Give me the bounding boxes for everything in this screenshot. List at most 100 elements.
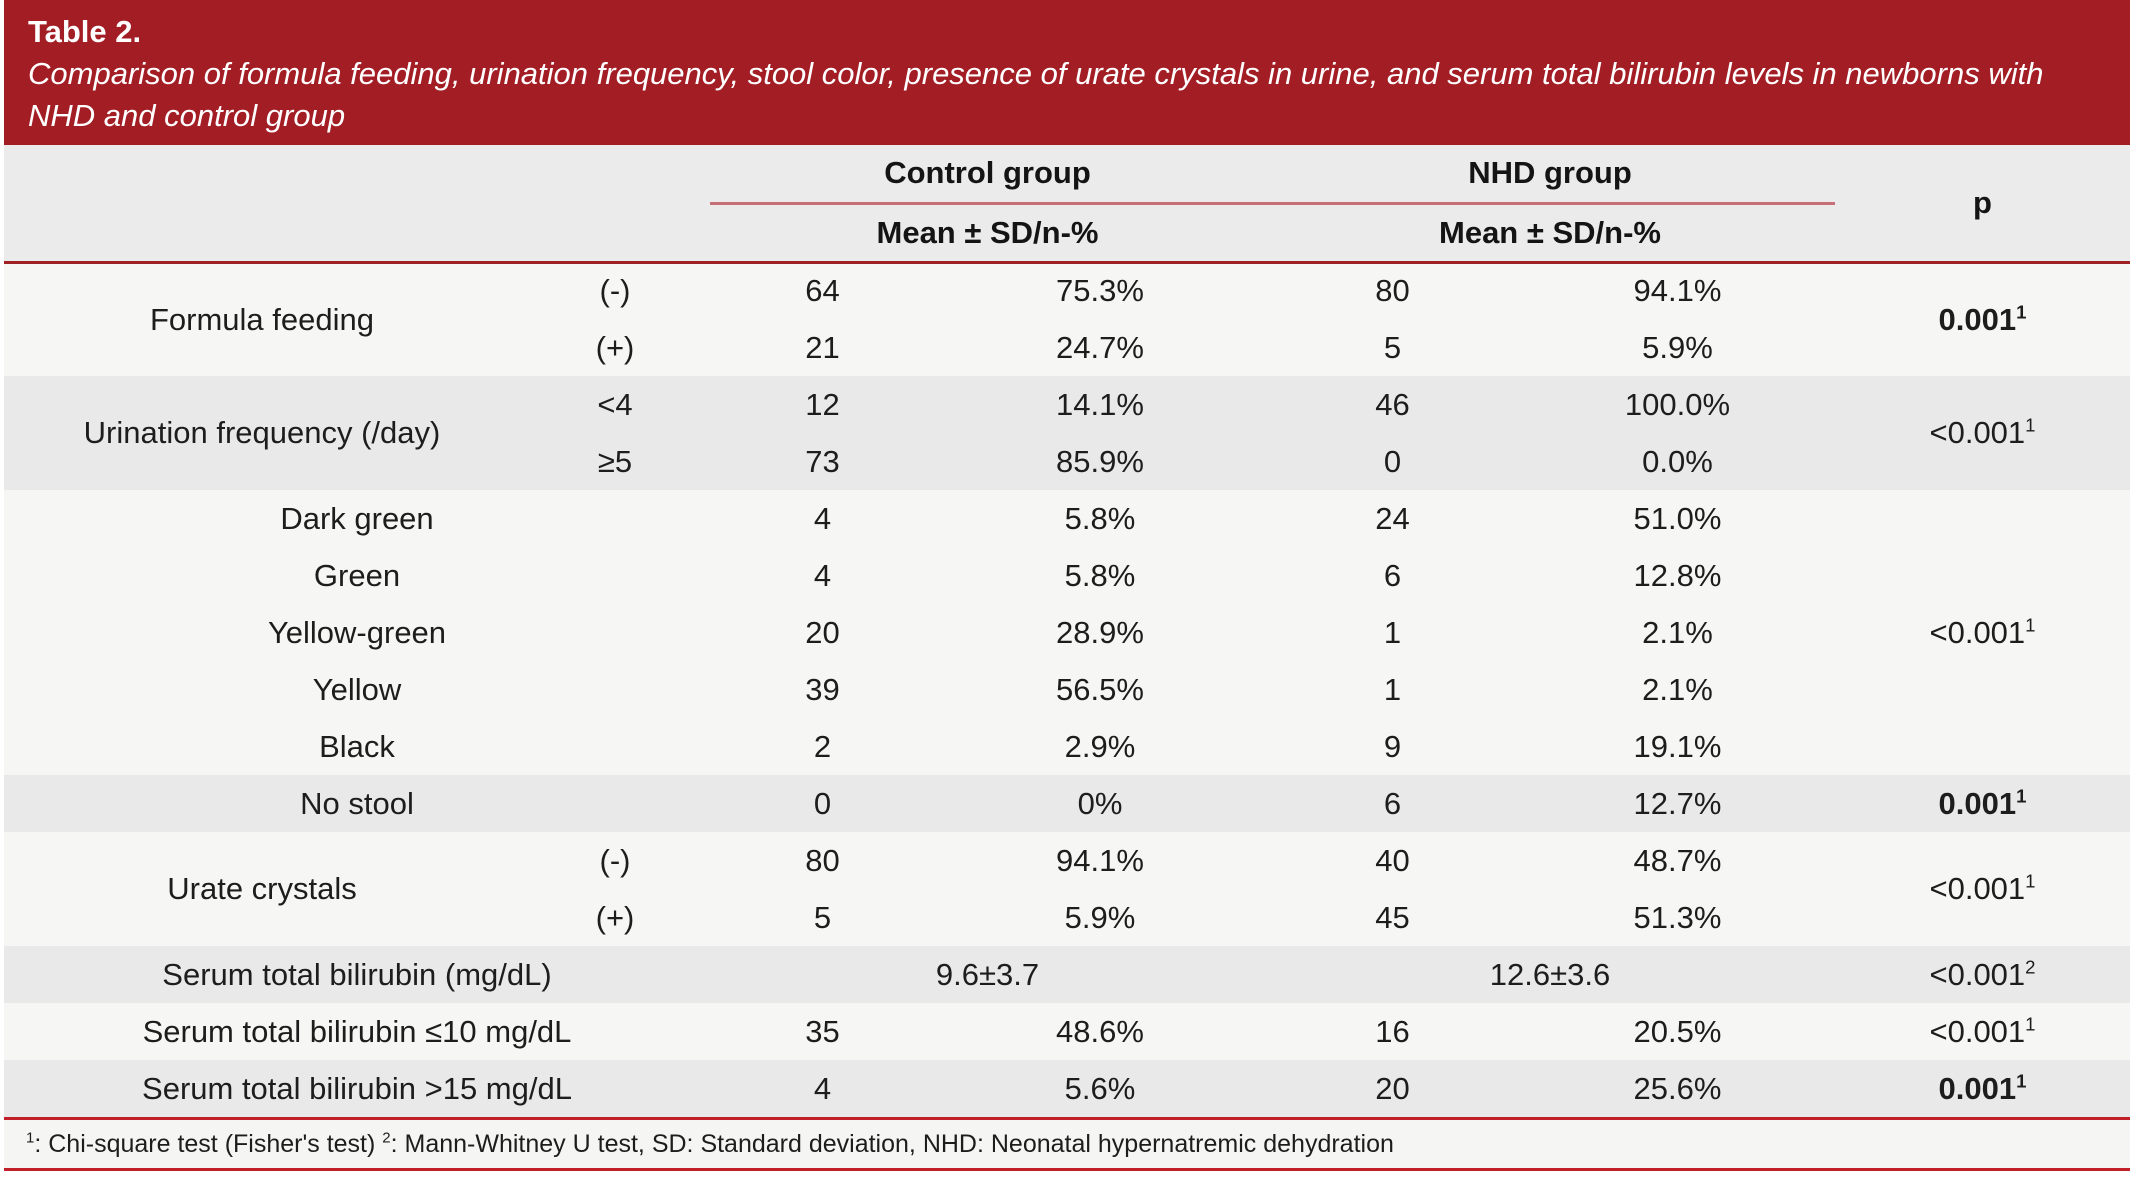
nhd-n-cell: 6: [1383, 557, 1402, 593]
comparison-table: Control group NHD group p Mean ± SD/n-% …: [4, 145, 2130, 1117]
table-number: Table 2.: [28, 14, 142, 49]
p-value-superscript: 2: [2025, 956, 2036, 978]
row-label-yellow: Yellow: [312, 671, 402, 707]
control-pct-cell: 94.1%: [1056, 842, 1144, 878]
control-pct-cell: 85.9%: [1056, 443, 1144, 479]
header-spacer: [4, 145, 710, 203]
category-cell: ≥5: [597, 443, 633, 479]
p-value-text: <0.001: [1929, 871, 2026, 906]
control-subheader: Mean ± SD/n-%: [710, 203, 1265, 264]
control-n-cell: 5: [813, 899, 832, 935]
nhd-group-header: NHD group: [1265, 145, 1835, 205]
nhd-n-cell: 40: [1375, 842, 1410, 878]
nhd-pct-cell: 51.0%: [1633, 500, 1722, 536]
control-n-cell: 64: [805, 273, 840, 309]
p-value-text: <0.001: [1929, 1013, 2026, 1049]
category-cell: (+): [595, 329, 635, 365]
control-pct-cell: 75.3%: [1056, 273, 1144, 309]
p-value-superscript: 1: [2025, 614, 2036, 636]
p-value-superscript: 1: [2025, 1013, 2036, 1035]
nhd-n-cell: 9: [1383, 728, 1402, 764]
nhd-pct-cell: 51.3%: [1633, 899, 1722, 935]
p-value: <0.0012: [1835, 946, 2130, 1003]
p-value-superscript: 1: [2016, 1070, 2027, 1092]
category-cell: <4: [597, 386, 633, 422]
control-pct-cell: 56.5%: [1056, 671, 1144, 707]
footnote-superscript-1: 1: [26, 1129, 35, 1147]
row-label-no-stool: No stool: [300, 785, 414, 821]
row-label-serum-bilirubin: Serum total bilirubin (mg/dL): [162, 956, 552, 992]
nhd-n-cell: 5: [1383, 329, 1402, 365]
nhd-pct-cell: 0.0%: [1642, 443, 1713, 479]
nhd-n-cell: 20: [1375, 1070, 1410, 1106]
nhd-pct-cell: 12.8%: [1633, 557, 1722, 593]
nhd-pct-cell: 48.7%: [1633, 842, 1722, 878]
footnote-text-1: : Chi-square test (Fisher's test): [34, 1130, 383, 1158]
footnote: 1: Chi-square test (Fisher's test) 2: Ma…: [4, 1117, 2130, 1171]
row-label-serum-gt15: Serum total bilirubin >15 mg/dL: [142, 1070, 572, 1106]
p-value-text: 0.001: [1938, 1070, 2017, 1106]
nhd-n-cell: 1: [1383, 614, 1402, 650]
nhd-n-cell: 16: [1375, 1013, 1410, 1049]
nhd-pct-cell: 5.9%: [1642, 329, 1713, 365]
table-row: Formula feeding (-) 64 75.3% 80 94.1% 0.…: [4, 262, 2130, 337]
footnote-superscript-2: 2: [382, 1129, 391, 1147]
nhd-n-cell: 45: [1375, 899, 1410, 935]
control-n-cell: 80: [805, 842, 840, 878]
nhd-pct-cell: 12.7%: [1633, 785, 1722, 821]
p-value: <0.0011: [1835, 1003, 2130, 1060]
p-value-text: <0.001: [1929, 614, 2026, 650]
nhd-pct-cell: 2.1%: [1642, 671, 1713, 707]
p-value-text: <0.001: [1929, 415, 2026, 450]
nhd-n-cell: 24: [1375, 500, 1410, 536]
p-value-text: <0.001: [1929, 956, 2026, 992]
nhd-n-cell: 80: [1375, 273, 1410, 309]
control-n-cell: 73: [805, 443, 840, 479]
p-value-text: 0.001: [1938, 785, 2017, 821]
control-pct-cell: 0%: [1077, 785, 1123, 821]
row-label-dark-green: Dark green: [280, 500, 434, 536]
p-value-superscript: 1: [2025, 414, 2036, 436]
row-label-green: Green: [313, 557, 401, 593]
control-pct-cell: 5.6%: [1064, 1070, 1136, 1106]
nhd-mean-cell: 12.6±3.6: [1489, 956, 1611, 992]
nhd-pct-cell: 20.5%: [1633, 1013, 1722, 1049]
table-row: No stool 0 0% 6 12.7% 0.0011: [4, 775, 2130, 832]
p-value: 0.0011: [1835, 1060, 2130, 1117]
control-pct-cell: 14.1%: [1056, 386, 1144, 422]
control-mean-cell: 9.6±3.7: [935, 956, 1040, 992]
footnote-text-2: : Mann-Whitney U test, SD: Standard devi…: [390, 1130, 1394, 1158]
p-column-header: p: [1835, 145, 2130, 264]
p-value-superscript: 1: [2016, 785, 2027, 807]
table-row: Yellow 39 56.5% 1 2.1%: [4, 661, 2130, 718]
p-value-text: 0.001: [1938, 301, 2017, 337]
row-label-black: Black: [319, 728, 395, 764]
nhd-pct-cell: 100.0%: [1624, 386, 1731, 422]
control-n-cell: 35: [805, 1013, 840, 1049]
nhd-n-cell: 46: [1375, 386, 1410, 422]
control-n-cell: 20: [805, 614, 840, 650]
row-label-urination-frequency: Urination frequency (/day): [83, 415, 441, 450]
table-row: Dark green 4 5.8% 24 51.0% <0.0011: [4, 490, 2130, 650]
control-n-cell: 39: [805, 671, 840, 707]
title-band: Table 2. Comparison of formula feeding, …: [4, 0, 2130, 145]
control-pct-cell: 24.7%: [1056, 329, 1144, 365]
nhd-pct-cell: 94.1%: [1633, 273, 1722, 309]
table-row: Serum total bilirubin (mg/dL) 9.6±3.7 12…: [4, 946, 2130, 1003]
row-label-yellow-green: Yellow-green: [267, 614, 447, 650]
control-n-cell: 2: [813, 728, 832, 764]
table-row: Serum total bilirubin >15 mg/dL 4 5.6% 2…: [4, 1060, 2130, 1117]
table-caption: Comparison of formula feeding, urination…: [28, 56, 2044, 133]
control-pct-cell: 28.9%: [1056, 614, 1144, 650]
p-value: <0.0011: [1835, 832, 2130, 946]
p-value-superscript: 1: [2025, 870, 2036, 892]
row-label-formula-feeding: Formula feeding: [149, 301, 374, 337]
control-n-cell: 21: [805, 329, 840, 365]
nhd-n-cell: 0: [1383, 443, 1402, 479]
p-value: <0.0011: [1835, 490, 2130, 775]
table-row: Urate crystals (-) 80 94.1% 40 48.7% <0.…: [4, 832, 2130, 906]
table-row: Yellow-green 20 28.9% 1 2.1%: [4, 604, 2130, 661]
category-cell: (-): [599, 273, 631, 309]
control-pct-cell: 5.8%: [1064, 557, 1136, 593]
